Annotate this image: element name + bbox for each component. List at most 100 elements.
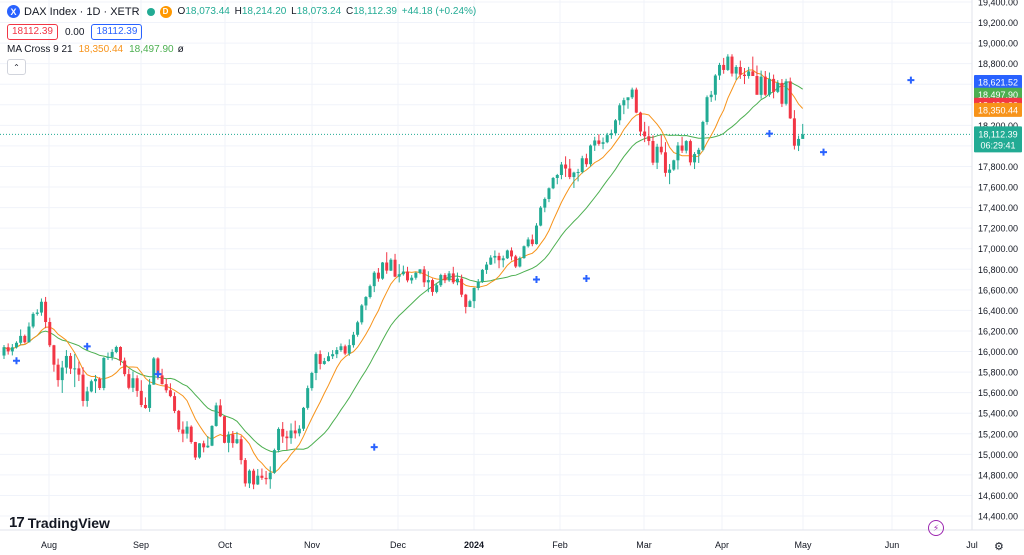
candle-body bbox=[705, 97, 709, 122]
ma-cross-marker bbox=[12, 357, 20, 365]
candle-body bbox=[464, 294, 468, 307]
candle-body bbox=[289, 430, 293, 439]
candle-body bbox=[742, 74, 746, 77]
trade-row: 18112.39 0.00 18112.39 bbox=[0, 24, 143, 40]
candle-body bbox=[360, 305, 364, 323]
candle-body bbox=[356, 322, 360, 335]
ma-cross-marker bbox=[532, 276, 540, 284]
candle-body bbox=[98, 378, 102, 389]
candle-body bbox=[443, 275, 447, 281]
candle-body bbox=[414, 272, 418, 278]
candle-body bbox=[385, 262, 389, 271]
candle-body bbox=[447, 273, 451, 281]
candle-body bbox=[131, 378, 135, 388]
y-tick-label: 15,400.00 bbox=[978, 409, 1018, 419]
candle-body bbox=[622, 100, 626, 106]
candle-body bbox=[106, 356, 110, 358]
price-label-text: 18,350.44 bbox=[978, 105, 1018, 115]
candle-body bbox=[77, 368, 81, 375]
candle-body bbox=[410, 277, 414, 281]
candle-body bbox=[2, 347, 6, 356]
candle-body bbox=[135, 378, 139, 391]
candle-body bbox=[734, 66, 738, 74]
candle-body bbox=[389, 259, 393, 271]
candle-body bbox=[243, 460, 247, 484]
candle-body bbox=[780, 82, 784, 104]
candle-body bbox=[256, 475, 260, 485]
candle-body bbox=[430, 280, 434, 292]
candle-body bbox=[331, 354, 335, 357]
tradingview-logo[interactable]: 17 TradingView bbox=[9, 514, 110, 531]
candle-body bbox=[81, 374, 85, 401]
candle-body bbox=[468, 301, 472, 307]
gear-icon[interactable]: ⚙ bbox=[994, 540, 1004, 553]
sell-button[interactable]: 18112.39 bbox=[7, 24, 58, 40]
candle-body bbox=[697, 149, 701, 155]
y-tick-label: 14,400.00 bbox=[978, 512, 1018, 522]
candle-body bbox=[406, 271, 410, 281]
x-tick-label: Apr bbox=[715, 540, 729, 550]
candle-body bbox=[397, 274, 401, 277]
candle-body bbox=[156, 358, 160, 376]
symbol-logo-icon: X bbox=[7, 5, 20, 18]
candle-body bbox=[788, 81, 792, 119]
candle-body bbox=[56, 364, 60, 381]
candle-body bbox=[422, 269, 426, 283]
spread-value: 0.00 bbox=[64, 26, 85, 38]
candle-body bbox=[168, 390, 172, 397]
lightning-icon[interactable]: ⚡ bbox=[928, 520, 944, 536]
candle-body bbox=[206, 445, 210, 448]
candle-body bbox=[164, 384, 168, 391]
ma-cross-marker bbox=[83, 342, 91, 350]
candle-body bbox=[555, 175, 559, 178]
ma-cross-marker bbox=[582, 275, 590, 283]
candle-body bbox=[684, 141, 688, 151]
open-label: O bbox=[177, 6, 186, 17]
candle-body bbox=[202, 443, 206, 448]
candle-body bbox=[522, 246, 526, 259]
candle-body bbox=[472, 287, 476, 302]
y-tick-label: 16,800.00 bbox=[978, 265, 1018, 275]
low-label: L bbox=[291, 6, 297, 17]
indicator-title: MA Cross 9 21 bbox=[7, 44, 73, 55]
candle-body bbox=[260, 475, 264, 478]
candle-body bbox=[272, 450, 276, 473]
candle-body bbox=[505, 250, 509, 259]
buy-button[interactable]: 18112.39 bbox=[91, 24, 143, 40]
candle-body bbox=[722, 64, 726, 70]
candle-body bbox=[368, 286, 372, 298]
candle-body bbox=[510, 250, 514, 257]
candle-body bbox=[618, 105, 622, 121]
candle-body bbox=[27, 326, 31, 343]
header-row: X DAX Index · 1D · XETR D O18,073.44 H18… bbox=[0, 5, 478, 18]
ma-slow-line bbox=[3, 81, 803, 453]
candle-body bbox=[730, 56, 734, 74]
candle-body bbox=[177, 410, 181, 430]
candle-body bbox=[235, 439, 239, 444]
candle-body bbox=[776, 82, 780, 92]
candle-body bbox=[14, 342, 18, 348]
collapse-legend-button[interactable]: ⌃ bbox=[7, 59, 26, 75]
candle-body bbox=[638, 112, 642, 132]
candle-body bbox=[718, 64, 722, 76]
candle-body bbox=[693, 154, 697, 163]
candle-body bbox=[418, 269, 422, 273]
ma-cross-marker bbox=[765, 130, 773, 138]
close-label: C bbox=[345, 6, 354, 17]
candle-body bbox=[347, 345, 351, 354]
x-tick-label: Aug bbox=[41, 540, 57, 550]
high-label: H bbox=[234, 6, 242, 17]
candle-body bbox=[143, 404, 147, 408]
lightning-glyph: ⚡ bbox=[932, 522, 940, 533]
candle-body bbox=[489, 257, 493, 265]
candle-body bbox=[44, 301, 48, 323]
candle-body bbox=[19, 335, 23, 343]
symbol-title[interactable]: DAX Index · 1D · XETR bbox=[24, 5, 140, 18]
y-tick-label: 17,800.00 bbox=[978, 162, 1018, 172]
indicator-legend[interactable]: MA Cross 9 21 18,350.44 18,497.90 ø bbox=[0, 44, 184, 55]
candle-body bbox=[252, 470, 256, 485]
y-tick-label: 16,600.00 bbox=[978, 285, 1018, 295]
candle-body bbox=[310, 373, 314, 389]
y-tick-label: 17,000.00 bbox=[978, 244, 1018, 254]
